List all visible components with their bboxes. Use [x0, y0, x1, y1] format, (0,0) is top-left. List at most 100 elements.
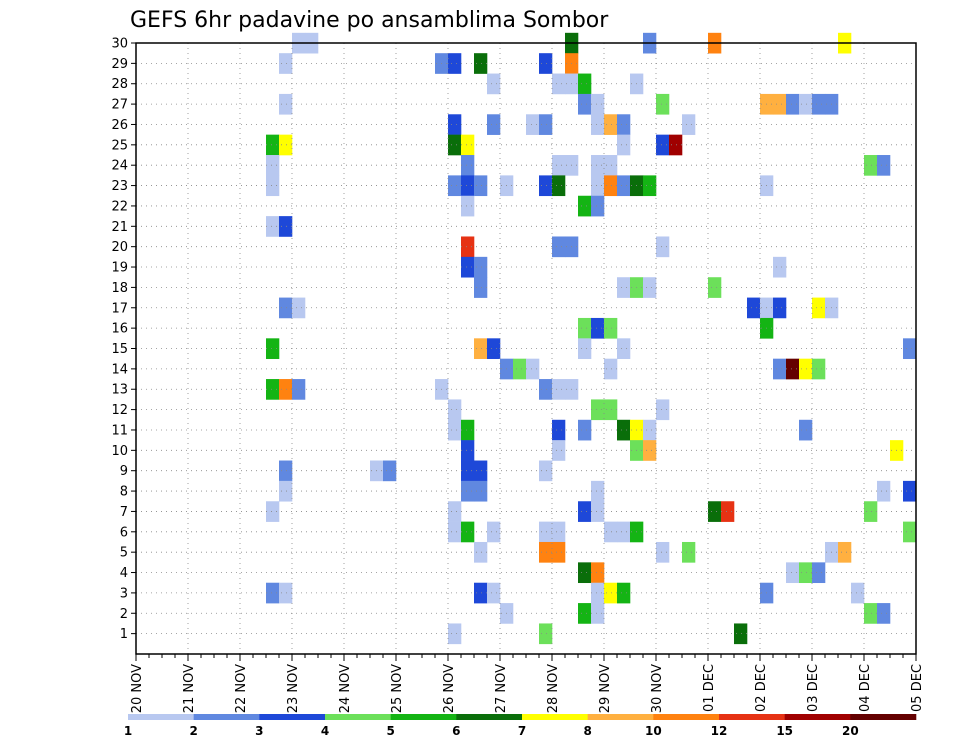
- heatmap-cell: [461, 460, 475, 482]
- heatmap-cell: [487, 338, 501, 359]
- heatmap-cell: [474, 53, 488, 74]
- y-tick-label: 26: [111, 118, 128, 133]
- heatmap-cell: [656, 134, 670, 156]
- x-tick-label: 24 NOV: [338, 664, 353, 713]
- heatmap-cell: [487, 582, 501, 604]
- heatmap-cell: [591, 603, 605, 624]
- y-tick-label: 25: [111, 138, 128, 153]
- heatmap-cell: [552, 175, 566, 197]
- heatmap-cell: [539, 521, 553, 543]
- colorbar-swatch: [456, 714, 523, 720]
- heatmap-cell: [461, 440, 475, 461]
- heatmap-cell: [279, 460, 293, 482]
- heatmap-cell: [266, 216, 280, 237]
- heatmap-cell: [617, 175, 631, 197]
- heatmap-cell: [461, 195, 475, 217]
- heatmap-cell: [786, 562, 800, 584]
- heatmap-cell: [292, 379, 306, 400]
- heatmap-cell: [851, 582, 865, 604]
- heatmap-cell: [383, 460, 397, 482]
- heatmap-cell: [773, 256, 787, 278]
- heatmap-cell: [578, 195, 592, 217]
- heatmap-cell: [773, 358, 787, 380]
- heatmap-cell: [539, 541, 553, 563]
- heatmap-cell: [513, 358, 527, 380]
- x-tick-label: 26 NOV: [442, 664, 457, 713]
- heatmap-cell: [578, 419, 592, 441]
- heatmap-cell: [656, 399, 670, 421]
- heatmap-cell: [578, 317, 592, 339]
- x-axis: 20 NOV 21 NOV 22 NOV 23 NOV 24 NOV 25 NOV 26 N…: [130, 654, 925, 713]
- x-tick-label: 01 DEC: [702, 664, 717, 712]
- heatmap-cell: [448, 521, 462, 543]
- y-tick-label: 24: [111, 159, 128, 174]
- heatmap-cell: [604, 155, 618, 176]
- heatmap-cell: [877, 155, 891, 176]
- colorbar-swatch: [128, 714, 194, 720]
- y-tick-label: 11: [111, 423, 128, 438]
- heatmap-cell: [604, 114, 618, 135]
- y-tick-label: 5: [120, 546, 128, 561]
- heatmap-cell: [279, 480, 293, 502]
- heatmap-cell: [474, 460, 488, 482]
- heatmap-cell: [552, 541, 566, 563]
- heatmap-cell: [747, 297, 761, 319]
- y-tick-label: 7: [120, 505, 128, 520]
- heatmap-cell: [591, 317, 605, 339]
- heatmap-cell: [448, 623, 462, 645]
- heatmap-cell: [617, 521, 631, 543]
- x-tick-label: 27 NOV: [494, 664, 509, 713]
- heatmap-cell: [552, 155, 566, 176]
- heatmap-cell: [643, 419, 657, 441]
- colorbar-swatch: [719, 714, 785, 720]
- heatmap-cell: [799, 562, 813, 584]
- y-tick-label: 3: [120, 586, 128, 601]
- heatmap-cell: [812, 358, 826, 380]
- heatmap-cell: [266, 175, 280, 197]
- heatmap-cell: [552, 440, 566, 461]
- heatmap-cell: [552, 236, 566, 258]
- colorbar-swatch: [850, 714, 917, 720]
- heatmap-cell: [461, 134, 475, 156]
- heatmap-cell: [448, 114, 462, 135]
- colorbar-swatch: [784, 714, 851, 720]
- y-tick-label: 20: [111, 240, 128, 255]
- heatmap-cell: [903, 480, 917, 502]
- heatmap-cell: [448, 419, 462, 441]
- y-tick-label: 10: [111, 444, 128, 459]
- colorbar-swatch: [522, 714, 588, 720]
- heatmap-cell: [708, 501, 722, 522]
- heatmap-cell: [448, 53, 462, 74]
- heatmap-cell: [591, 93, 605, 115]
- heatmap-cell: [474, 175, 488, 197]
- heatmap-cell: [617, 419, 631, 441]
- y-tick-label: 8: [120, 485, 128, 500]
- heatmap-cell: [786, 358, 800, 380]
- heatmap-cell: [448, 501, 462, 522]
- heatmap-cell: [539, 623, 553, 645]
- chart-title: GEFS 6hr padavine po ansamblima Sombor: [130, 8, 609, 33]
- colorbar-label: 8: [583, 724, 591, 738]
- heatmap-cell: [578, 603, 592, 624]
- x-tick-label: 22 NOV: [234, 664, 249, 713]
- heatmap-cell: [734, 623, 748, 645]
- heatmap-cell: [708, 277, 722, 298]
- colorbar-swatch: [390, 714, 457, 720]
- y-tick-label: 17: [111, 301, 128, 316]
- x-tick-label: 28 NOV: [546, 664, 561, 713]
- heatmap-cell: [487, 521, 501, 543]
- heatmap-cell: [643, 175, 657, 197]
- y-tick-label: 29: [111, 57, 128, 72]
- colorbar-swatch: [259, 714, 326, 720]
- y-tick-label: 15: [111, 342, 128, 357]
- heatmap-cell: [617, 134, 631, 156]
- x-tick-label: 21 NOV: [182, 664, 197, 713]
- heatmap-cell: [474, 338, 488, 359]
- heatmap-cell: [279, 93, 293, 115]
- heatmap-cell: [266, 379, 280, 400]
- heatmap-cell: [786, 93, 800, 115]
- y-tick-label: 28: [111, 77, 128, 92]
- x-tick-label: 29 NOV: [598, 664, 613, 713]
- y-axis: 1234567891011121314151617181920212223242…: [111, 37, 136, 642]
